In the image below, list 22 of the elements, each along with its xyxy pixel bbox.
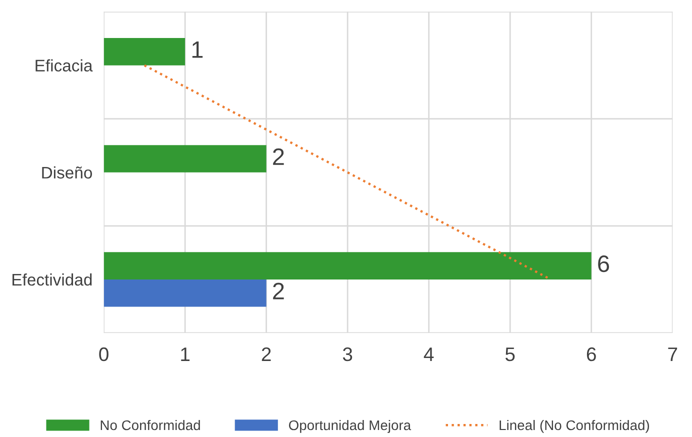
- x-tick-label: 6: [586, 347, 596, 362]
- y-tick-label: Eficacia: [36, 59, 93, 72]
- x-tick-label: 0: [99, 347, 108, 362]
- x-tick-label: 2: [262, 347, 271, 361]
- data-label: 2: [273, 282, 284, 300]
- bar: [104, 252, 592, 280]
- bar: [104, 145, 266, 172]
- legend-label: Oportunidad Mejora: [288, 420, 412, 433]
- x-tick-label: 7: [668, 348, 678, 361]
- data-label: 6: [598, 255, 610, 272]
- data-label: 1: [192, 42, 203, 58]
- y-tick-label: Diseño: [42, 166, 92, 179]
- bar: [104, 38, 186, 66]
- x-tick-label: 4: [424, 348, 434, 361]
- x-tick-label: 5: [505, 348, 515, 362]
- bar: [104, 279, 266, 307]
- y-tick-label: Efectividad: [12, 273, 92, 286]
- legend-label: No Conformidad: [100, 420, 200, 430]
- x-tick-label: 3: [342, 347, 352, 362]
- legend-label: Lineal (No Conformidad): [500, 420, 650, 433]
- x-tick-label: 1: [181, 348, 190, 361]
- data-label: 2: [273, 148, 284, 165]
